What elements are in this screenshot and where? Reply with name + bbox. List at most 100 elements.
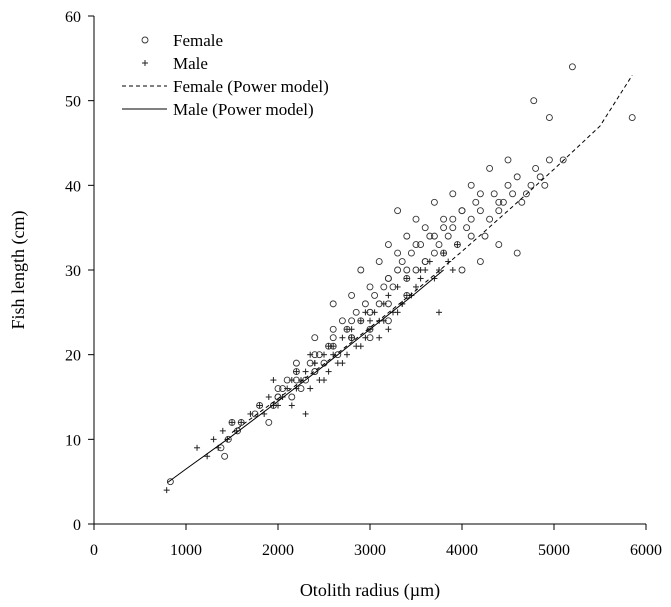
axes: 0 1000 2000 3000 4000 5000 6000 0 10 20 30 40 50 60 <box>65 9 662 559</box>
male-point <box>436 267 442 273</box>
female-point <box>394 207 402 215</box>
female-point <box>412 215 420 223</box>
y-tick-label: 50 <box>65 94 81 111</box>
legend: Female Male Female (Power model) Male (Powe… <box>122 31 329 119</box>
male-point <box>238 419 245 426</box>
female-point <box>403 266 411 274</box>
female-point <box>430 249 438 257</box>
female-point <box>499 198 507 206</box>
legend-item: Male <box>142 54 208 73</box>
female-point <box>449 215 457 223</box>
y-axis-label: Fish length (cm) <box>8 211 29 330</box>
female-point <box>361 300 369 308</box>
female-point <box>394 249 402 257</box>
male-point <box>348 334 355 341</box>
female-point <box>412 241 420 249</box>
male-point <box>417 275 424 282</box>
female-point <box>481 232 489 240</box>
male-point <box>367 317 373 324</box>
male-point <box>270 402 277 409</box>
male-point <box>380 300 387 307</box>
male-point <box>436 309 442 316</box>
male-point <box>229 419 235 426</box>
female-point <box>472 198 480 206</box>
male-point <box>321 377 327 384</box>
female-point <box>265 418 273 426</box>
male-point <box>293 368 300 375</box>
male-point <box>311 360 318 367</box>
male-point <box>362 309 369 316</box>
female-point <box>476 258 484 265</box>
female-point <box>504 181 512 189</box>
female-point <box>329 300 337 308</box>
male-point <box>431 275 438 282</box>
legend-item: Female <box>141 31 223 50</box>
x-tick-label: 6000 <box>630 542 662 559</box>
male-point <box>454 241 461 248</box>
female-point <box>463 224 471 232</box>
legend-label: Female <box>173 31 223 50</box>
female-point <box>532 164 540 172</box>
legend-label: Male <box>173 54 208 73</box>
x-tick-label: 1000 <box>170 542 202 559</box>
female-point <box>467 181 475 189</box>
female-point <box>449 224 457 232</box>
female-point <box>513 173 521 181</box>
male-point <box>344 351 350 358</box>
female-point <box>292 359 300 367</box>
female-point <box>458 207 466 215</box>
female-point <box>375 258 383 265</box>
male-point <box>339 334 346 341</box>
female-point <box>476 207 484 215</box>
male-point <box>284 385 291 392</box>
x-tick-label: 4000 <box>446 542 478 559</box>
male-point <box>362 334 369 341</box>
female-point <box>486 215 494 223</box>
female-point <box>357 266 365 274</box>
legend-item: Female (Power model) <box>122 77 329 96</box>
y-tick-label: 30 <box>65 263 81 280</box>
male-point <box>376 334 383 341</box>
female-point <box>545 156 553 164</box>
male-point <box>403 292 410 299</box>
x-tick-label: 0 <box>90 542 98 559</box>
legend-plus-icon <box>142 60 148 66</box>
plot-marks <box>163 63 636 494</box>
male-point <box>307 385 314 392</box>
male-point <box>210 436 217 443</box>
female-point <box>486 164 494 172</box>
male-point <box>194 444 201 451</box>
male-point <box>417 267 424 273</box>
female-point <box>288 393 296 401</box>
male-point <box>219 427 226 434</box>
male-point <box>163 487 170 494</box>
female-point <box>352 308 360 316</box>
female-point <box>509 190 517 198</box>
legend-item: Male (Power model) <box>122 100 314 119</box>
female-point <box>426 232 434 240</box>
female-point <box>384 275 392 282</box>
female-point <box>274 385 282 392</box>
female-point <box>435 241 443 249</box>
female-point <box>513 249 521 257</box>
female-point <box>490 190 498 198</box>
female-point <box>366 283 374 291</box>
male-point <box>403 275 410 282</box>
male-point <box>325 343 332 350</box>
male-point <box>321 351 327 358</box>
male-point <box>270 377 277 384</box>
female-point <box>421 224 429 232</box>
male-point <box>357 343 364 350</box>
female-point <box>495 207 503 215</box>
female-point <box>628 114 636 122</box>
x-axis-label: Otolith radius (µm) <box>300 580 440 601</box>
female-point <box>371 291 379 299</box>
male-point <box>247 410 254 417</box>
male-power-model-line <box>167 269 444 483</box>
female-point <box>568 63 576 71</box>
female-power-model-line <box>231 74 633 433</box>
male-point <box>265 394 272 400</box>
female-point <box>467 215 475 223</box>
female-point <box>530 97 538 105</box>
